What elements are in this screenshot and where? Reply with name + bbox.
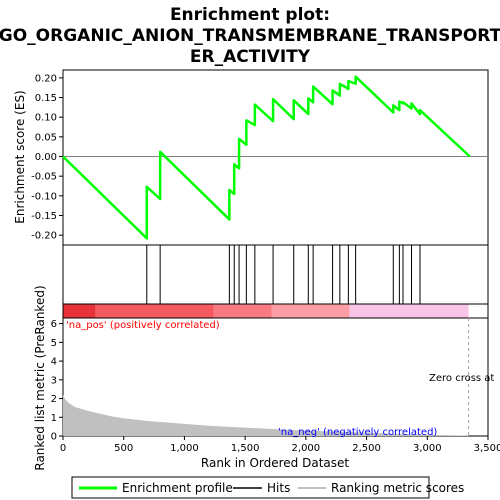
ranking-metric-area (63, 394, 469, 436)
x-tick-label: 3,500 (474, 443, 500, 454)
title-line-1: Enrichment plot: (170, 5, 330, 25)
hit-lines (146, 245, 421, 304)
x-axis-title: Rank in Ordered Dataset (201, 456, 349, 470)
zero-cross-label: Zero cross at (429, 373, 494, 384)
x-tick-label: 2,000 (292, 443, 321, 454)
x-tick-label: 2,500 (352, 443, 381, 454)
es-y-tick-label: -0.20 (31, 231, 57, 242)
es-y-tick-label: 0.20 (35, 73, 57, 84)
rank-y-tick-label: 1 (51, 413, 57, 424)
colorbar-segment (271, 304, 350, 318)
es-y-axis: 0.20 0.15 0.10 0.05 0.00 -0.05 -0.10 -0.15 -0.20 (31, 73, 63, 242)
rank-y-tick-label: 0 (51, 432, 57, 443)
colorbar-segment (95, 304, 214, 318)
rank-y-tick-label: 2 (51, 394, 57, 405)
x-tick-label: 1,000 (170, 443, 199, 454)
es-y-tick-label: -0.10 (31, 191, 57, 202)
colorbar-segment (349, 304, 469, 318)
es-panel-frame (62, 69, 489, 246)
rank-y-tick-label: 6 (51, 319, 57, 330)
colorbar-segment (63, 304, 96, 318)
x-tick-label: 500 (114, 443, 133, 454)
rank-y-tick-label: 5 (51, 338, 57, 349)
title-line-2: GO_ORGANIC_ANION_TRANSMEMBRANE_TRANSPORT (0, 26, 500, 46)
rank-panel: Zero cross at 'na_pos' (positively corre… (33, 285, 494, 470)
hits-panel (62, 244, 489, 305)
es-y-tick-label: -0.15 (31, 211, 57, 222)
x-axis: 0 500 1,000 1,500 2,000 2,500 3,000 3,500 (60, 436, 500, 454)
enrichment-profile-line (62, 75, 471, 240)
ranking-colorbar (62, 303, 489, 319)
title-line-3: ER_ACTIVITY (190, 47, 311, 67)
rank-y-tick-label: 4 (51, 357, 57, 368)
x-tick-label: 1,500 (231, 443, 260, 454)
legend-ranking-label: Ranking metric scores (331, 481, 464, 495)
rank-panel-frame (62, 317, 489, 437)
colorbar-segment (213, 304, 272, 318)
es-y-tick-label: 0.10 (35, 113, 57, 124)
es-panel: 0.20 0.15 0.10 0.05 0.00 -0.05 -0.10 -0.15 -0.20… (13, 69, 489, 246)
legend-enrichment-label: Enrichment profile (122, 481, 233, 495)
positive-correlated-label: 'na_pos' (positively correlated) (66, 320, 220, 331)
es-y-tick-label: 0.15 (35, 93, 57, 104)
rank-y-axis-title: Ranked list metric (PreRanked) (33, 285, 47, 470)
rank-y-axis: 0 1 2 3 4 5 6 (51, 319, 63, 443)
es-y-tick-label: -0.05 (31, 172, 57, 183)
chart-title: Enrichment plot: GO_ORGANIC_ANION_TRANSM… (0, 5, 500, 67)
colorbar-segments (63, 304, 469, 318)
es-y-axis-title: Enrichment score (ES) (13, 90, 27, 223)
es-y-tick-label: 0.05 (35, 132, 57, 143)
x-tick-label: 3,000 (413, 443, 442, 454)
legend: Enrichment profile Hits Ranking metric s… (71, 476, 464, 499)
x-tick-label: 0 (60, 443, 66, 454)
rank-y-tick-label: 3 (51, 375, 57, 386)
legend-hits-label: Hits (267, 481, 290, 495)
es-y-tick-label: 0.00 (35, 152, 57, 163)
hits-panel-frame (62, 244, 489, 305)
negative-correlated-label: 'na_neg' (negatively correlated) (278, 427, 437, 438)
